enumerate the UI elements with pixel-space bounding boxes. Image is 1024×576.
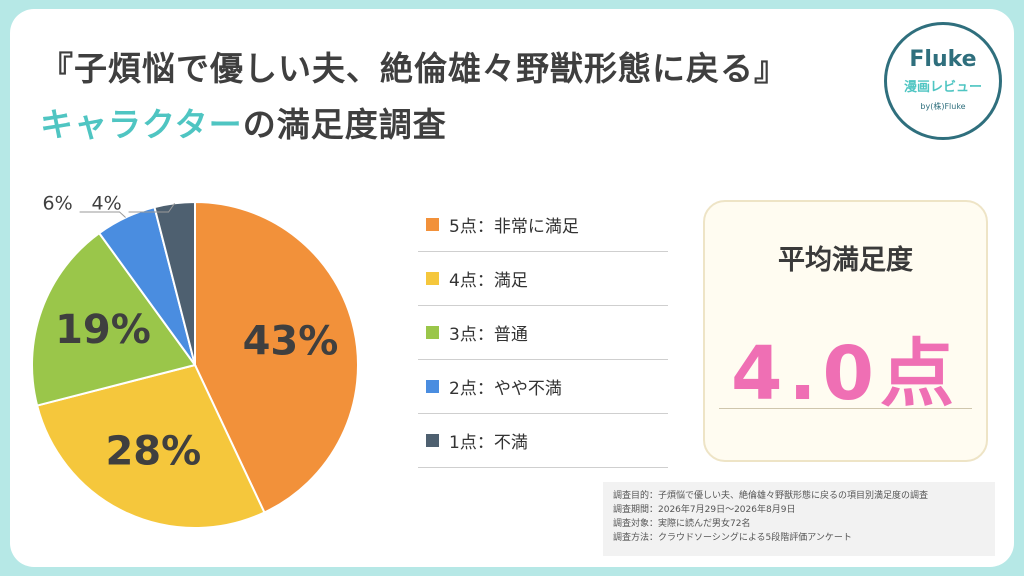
pie-slice [35,363,266,529]
pie-label: 4% [91,193,121,215]
note-line: 調査期間：2026年7月29日～2026年8月9日 [613,505,796,515]
title-accent: キャラクター [40,105,243,144]
average-value: 4.0点 [730,331,961,417]
average-panel: 平均満足度 4.0点 [703,200,988,462]
note-line: 調査対象：実際に読んだ男女72名 [613,519,751,529]
legend-label: 1点：不満 [449,433,528,453]
legend-swatch [426,380,439,393]
leader-line [79,211,126,218]
legend-item: 2点：やや不満 [418,360,668,414]
logo-byline: by(株)Fluke [920,102,966,111]
average-underline [719,408,972,409]
pie-chart: 43% 28% 19% 6% 4% [31,193,359,529]
page-title-line1: 『子煩悩で優しい夫、絶倫雄々野獣形態に戻る』 [40,49,788,88]
pie-slice [194,200,359,514]
legend-swatch [426,326,439,339]
logo-name: Fluke [909,47,977,72]
legend-label: 5点：非常に満足 [449,217,579,237]
legend-label: 2点：やや不満 [449,379,562,399]
legend-swatch [426,218,439,231]
pie-label: 43% [243,319,339,365]
title-rest: の満足度調査 [242,105,447,144]
pie-label: 28% [105,428,201,474]
leader-line [128,203,175,213]
legend-label: 3点：普通 [449,325,528,345]
legend-item: 1点：不満 [418,414,668,468]
fluke-logo: Fluke 漫画レビュー by(株)Fluke [884,22,1002,140]
legend-swatch [426,272,439,285]
note-line: 調査方法：クラウドソーシングによる5段階評価アンケート [613,533,852,543]
logo-subtitle: 漫画レビュー [903,80,982,95]
survey-notes: 調査目的：子煩悩で優しい夫、絶倫雄々野獣形態に戻るの項目別満足度の調査 調査期間… [603,482,995,556]
legend-item: 4点：満足 [418,252,668,306]
pie-label: 19% [55,307,151,353]
average-label: 平均満足度 [778,245,913,276]
note-line: 調査目的：子煩悩で優しい夫、絶倫雄々野獣形態に戻るの項目別満足度の調査 [613,491,929,501]
page-title-line2: キャラクターの満足度調査 [40,98,447,146]
pie-slice [31,231,197,407]
pie-slice [153,200,196,366]
pie-label: 6% [43,193,73,215]
legend-swatch [426,434,439,447]
legend-label: 4点：満足 [449,271,528,291]
chart-legend: 5点：非常に満足 4点：満足 3点：普通 2点：やや不満 1点：不満 [418,198,668,468]
legend-item: 3点：普通 [418,306,668,360]
legend-item: 5点：非常に満足 [418,198,668,252]
